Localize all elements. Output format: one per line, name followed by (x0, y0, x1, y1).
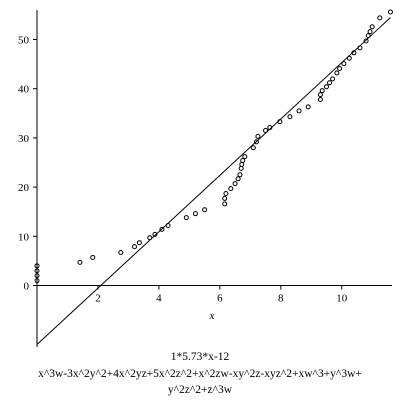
data-point (77, 259, 83, 265)
caption-title: 1*5.73*x-12 (171, 351, 230, 363)
data-point (367, 29, 373, 35)
data-point (377, 15, 383, 21)
data-point (363, 38, 369, 44)
y-tick-label: 30 (18, 133, 30, 145)
data-point (192, 211, 198, 217)
y-tick-label: 10 (18, 231, 30, 243)
data-point (341, 61, 347, 67)
data-point (327, 80, 333, 86)
data-point (118, 250, 124, 256)
data-point (34, 263, 40, 269)
y-tick-label: 20 (18, 182, 30, 194)
data-point (159, 226, 165, 232)
data-point (239, 161, 245, 167)
data-point (235, 176, 241, 182)
caption-line: x^3w-3x^2y^2+4x^2yz+5x^2z^2+x^2zw-xy^2z-… (38, 368, 362, 380)
data-point (183, 215, 189, 221)
data-point (319, 88, 325, 94)
data-point (90, 254, 96, 260)
data-point (250, 145, 256, 151)
data-point (305, 104, 311, 110)
data-point (387, 9, 393, 15)
data-point (317, 97, 323, 103)
data-point (253, 139, 259, 145)
data-point (287, 114, 293, 120)
x-tick-label: 8 (278, 293, 284, 305)
data-point (228, 186, 234, 192)
data-point (242, 154, 248, 160)
x-tick-label: 6 (217, 293, 223, 305)
data-point (132, 244, 138, 250)
data-point (296, 108, 302, 114)
caption-line: y^2z^2+z^3w (168, 384, 233, 396)
data-point (369, 24, 375, 30)
data-point (323, 84, 329, 90)
data-point (34, 278, 40, 284)
data-point (232, 181, 238, 187)
data-point (237, 172, 243, 178)
data-point (34, 273, 40, 279)
data-point (337, 66, 343, 72)
data-point (152, 231, 158, 237)
x-axis-label: x (209, 310, 215, 322)
data-point (240, 158, 246, 164)
x-tick-label: 10 (336, 293, 348, 305)
y-tick-label: 0 (24, 281, 30, 293)
data-point (255, 133, 261, 139)
data-point (223, 191, 229, 197)
x-tick-label: 2 (95, 293, 101, 305)
data-point (222, 201, 228, 207)
data-point (317, 92, 323, 98)
data-point (136, 240, 142, 246)
y-tick-label: 50 (18, 35, 30, 47)
x-tick-label: 4 (156, 293, 162, 305)
y-tick-label: 40 (18, 84, 30, 96)
data-point (238, 165, 244, 171)
data-point (330, 76, 336, 82)
data-point (202, 207, 208, 213)
fit-line (36, 17, 391, 345)
data-point (334, 70, 340, 76)
data-point (222, 195, 228, 201)
data-point (34, 268, 40, 274)
